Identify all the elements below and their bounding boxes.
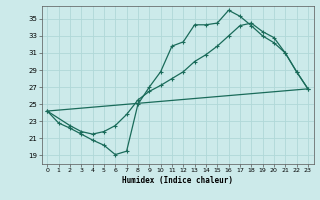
X-axis label: Humidex (Indice chaleur): Humidex (Indice chaleur) — [122, 176, 233, 185]
